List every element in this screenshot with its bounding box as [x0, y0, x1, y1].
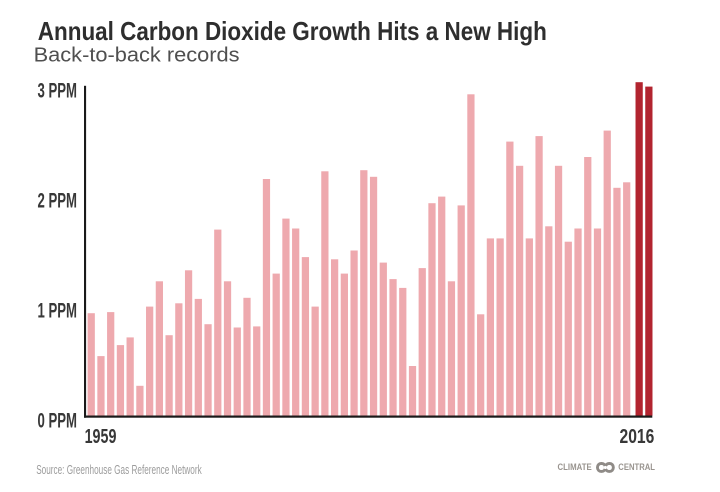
svg-text:0 PPM: 0 PPM: [38, 409, 78, 432]
svg-text:CLIMATE: CLIMATE: [558, 462, 592, 472]
svg-text:1 PPM: 1 PPM: [38, 299, 78, 322]
svg-text:2 PPM: 2 PPM: [38, 189, 78, 212]
svg-text:3 PPM: 3 PPM: [38, 79, 78, 102]
svg-text:Annual Carbon Dioxide Growth H: Annual Carbon Dioxide Growth Hits a New …: [38, 16, 547, 46]
svg-text:Source: Greenhouse Gas Referen: Source: Greenhouse Gas Reference Network: [36, 463, 202, 477]
svg-text:1959: 1959: [85, 425, 117, 448]
svg-text:CENTRAL: CENTRAL: [618, 462, 655, 472]
svg-text:2016: 2016: [620, 425, 655, 448]
svg-text:Back-to-back records: Back-to-back records: [34, 44, 240, 66]
